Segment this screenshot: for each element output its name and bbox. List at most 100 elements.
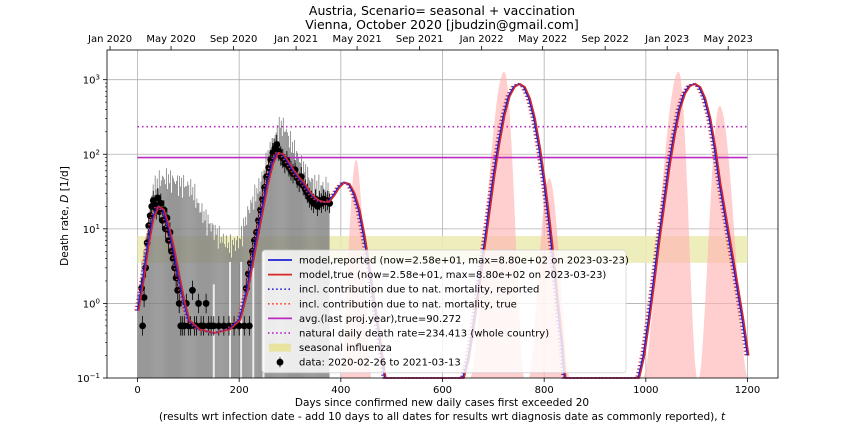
- y-axis-label-text: Death rate,: [59, 206, 71, 266]
- data-point: [175, 300, 183, 307]
- data-bar: [223, 243, 225, 378]
- data-bar: [257, 193, 259, 378]
- date-tick-label: Jan 2021: [273, 34, 318, 45]
- x-axis-label: Days since confirmed new daily cases fir…: [295, 397, 589, 409]
- data-bar: [185, 186, 187, 378]
- data-bar: [215, 234, 217, 378]
- x-axis-label-note: (results wrt infection date - add 10 day…: [159, 411, 726, 423]
- data-bar: [199, 212, 201, 378]
- y-axis-label: Death rate, D [1/d]: [59, 166, 71, 266]
- legend-label: model,true (now=2.58e+01, max=8.80e+02 o…: [299, 270, 606, 281]
- data-bar: [260, 181, 262, 378]
- x-tick-label: 0: [134, 385, 140, 396]
- data-bar: [200, 211, 202, 378]
- data-point: [220, 322, 228, 330]
- y-tick-base: 10: [83, 225, 96, 236]
- data-bar: [222, 233, 224, 378]
- data-bar: [197, 202, 199, 378]
- x-tick-label: 200: [230, 385, 249, 396]
- y-tick-base: 10: [77, 374, 90, 385]
- data-bar: [234, 237, 235, 378]
- x-axis-note-text: (results wrt infection date - add 10 day…: [159, 411, 718, 423]
- data-bar: [219, 243, 221, 378]
- data-bar: [172, 175, 173, 378]
- data-bar: [158, 170, 160, 378]
- x-tick-label: 800: [535, 385, 554, 396]
- data-bar: [153, 200, 155, 378]
- data-bar: [150, 203, 152, 378]
- x-axis: 0 200 400 600 800 1000 1200: [134, 378, 760, 396]
- data-point: [235, 322, 243, 330]
- date-tick-label: May 2023: [704, 34, 753, 45]
- data-bar: [251, 202, 253, 378]
- data-bar: [246, 224, 248, 378]
- date-tick-label: May 2020: [146, 34, 195, 45]
- y-axis-symbol: D: [59, 195, 71, 203]
- data-bar: [187, 181, 189, 378]
- data-bar: [227, 242, 229, 378]
- date-tick-label: May 2022: [518, 34, 567, 45]
- data-bar: [225, 235, 227, 378]
- date-tick-label: Jan 2023: [644, 34, 689, 45]
- data-bar: [259, 191, 261, 378]
- data-bar: [168, 174, 169, 378]
- data-bar: [151, 195, 153, 378]
- data-bar: [198, 203, 200, 378]
- y-tick-base: 10: [83, 150, 96, 161]
- data-bar: [183, 174, 185, 378]
- date-tick-label: Sep 2021: [396, 34, 443, 45]
- data-bar: [239, 238, 240, 378]
- data-bar: [186, 186, 188, 378]
- data-bar-gap: [252, 267, 255, 378]
- data-point: [174, 286, 182, 294]
- data-bar: [152, 184, 154, 378]
- y-tick-exponent: 1: [96, 223, 100, 231]
- data-bar: [210, 231, 212, 378]
- data-bar: [161, 175, 163, 378]
- data-point: [140, 294, 148, 301]
- date-tick-label: Jan 2020: [87, 34, 132, 45]
- data-bar: [143, 249, 145, 378]
- data-point: [189, 286, 196, 294]
- data-bar: [146, 247, 148, 378]
- data-bar: [139, 284, 141, 378]
- data-point: [154, 194, 162, 202]
- data-bar: [256, 188, 258, 378]
- data-point: [200, 322, 207, 330]
- data-bar: [171, 192, 172, 378]
- data-bar: [144, 252, 146, 378]
- data-bar: [148, 220, 150, 378]
- data-bar: [166, 189, 168, 378]
- data-bar: [202, 222, 204, 378]
- data-bar: [217, 248, 219, 378]
- data-bar: [208, 223, 210, 378]
- data-point: [157, 199, 165, 207]
- data-bar: [255, 201, 257, 378]
- x-tick-label: 400: [331, 385, 350, 396]
- data-bar: [165, 168, 167, 378]
- data-point: [240, 322, 248, 330]
- chart-subtitle: Vienna, October 2020 [jbudzin@gmail.com]: [305, 17, 579, 32]
- data-bar: [203, 211, 205, 378]
- data-bar-gap: [229, 261, 231, 378]
- data-bar: [145, 237, 147, 378]
- y-tick-label: 10−1: [77, 372, 100, 385]
- data-bar: [196, 198, 198, 378]
- data-bar: [191, 194, 193, 378]
- data-bar: [138, 293, 140, 378]
- data-bar: [278, 116, 280, 379]
- data-point: [195, 300, 202, 307]
- data-bar: [280, 120, 282, 379]
- y-tick-exponent: 2: [96, 148, 100, 156]
- date-axis: Jan 2020 May 2020 Sep 2020 Jan 2021 May 2021…: [87, 34, 753, 50]
- data-bar: [164, 184, 166, 378]
- data-bar: [204, 220, 206, 378]
- y-tick-label: 103: [83, 74, 100, 87]
- data-bar: [163, 179, 165, 378]
- data-bar: [207, 214, 209, 378]
- data-bar: [224, 247, 226, 378]
- data-bar: [216, 228, 218, 378]
- legend-label: natural daily death rate=234.413 (whole …: [299, 329, 549, 340]
